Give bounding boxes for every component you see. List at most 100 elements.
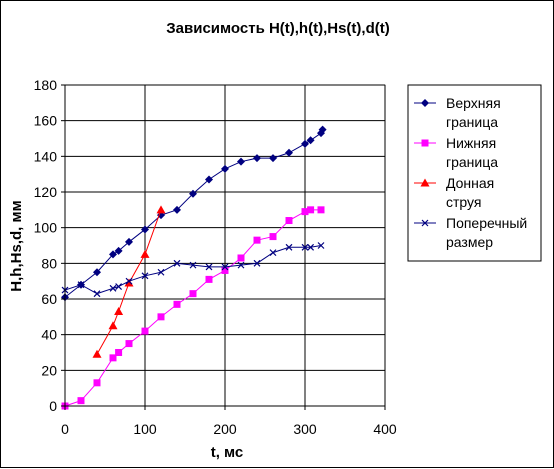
y-tick-label: 180 xyxy=(34,77,58,93)
data-point xyxy=(173,259,181,267)
data-point xyxy=(253,236,261,244)
data-point xyxy=(285,148,293,157)
data-point xyxy=(221,263,229,271)
data-point xyxy=(205,263,213,271)
x-tick-label: 0 xyxy=(61,421,69,437)
data-point xyxy=(269,233,277,241)
data-point xyxy=(307,243,315,251)
data-point xyxy=(301,208,309,216)
data-point xyxy=(285,243,293,251)
y-tick-label: 120 xyxy=(34,184,58,200)
x-tick-label: 400 xyxy=(373,421,397,437)
legend-label: Донная xyxy=(446,175,494,191)
data-point xyxy=(285,217,293,225)
data-point xyxy=(93,290,101,298)
series-3 xyxy=(92,205,166,358)
axis-ticks: 0 20 40 60 80 100 120 140 160 180 0 100 200 300 400 xyxy=(34,77,397,437)
data-point xyxy=(125,237,133,246)
series-layer xyxy=(61,125,327,410)
data-point xyxy=(115,349,123,356)
data-point xyxy=(114,306,124,315)
y-tick-label: 100 xyxy=(34,220,58,236)
data-point xyxy=(301,139,309,148)
legend-label: струя xyxy=(446,194,481,210)
y-axis-label: H,h,Hs,d, мм xyxy=(8,200,25,291)
data-point xyxy=(125,340,133,348)
data-point xyxy=(301,243,309,251)
data-point xyxy=(109,250,117,259)
series-1 xyxy=(61,125,327,302)
gridlines xyxy=(65,84,386,406)
data-point xyxy=(114,246,123,255)
legend-marker xyxy=(420,178,430,187)
legend-item: Донная струя xyxy=(414,175,494,210)
y-tick-label: 160 xyxy=(34,113,58,129)
data-point xyxy=(221,266,229,274)
legend-items: Верхняя граница Нижняя граница Донная струя По… xyxy=(414,95,527,250)
data-point xyxy=(237,254,245,262)
legend-marker xyxy=(421,99,429,107)
legend-marker xyxy=(421,139,429,147)
legend-label: Верхняя xyxy=(446,95,501,111)
legend-box xyxy=(407,84,542,262)
chart-title: Зависимость H(t),h(t),Hs(t),d(t) xyxy=(166,20,389,37)
data-point xyxy=(205,175,213,184)
data-point xyxy=(253,259,261,267)
data-point xyxy=(125,277,133,285)
data-point xyxy=(205,275,213,283)
data-point xyxy=(141,327,149,335)
data-point xyxy=(157,313,165,321)
data-point xyxy=(109,354,117,362)
data-point xyxy=(140,249,150,258)
legend-label: граница xyxy=(446,114,498,130)
legend-item: Верхняя граница xyxy=(414,95,501,130)
data-point xyxy=(269,249,277,257)
data-point xyxy=(307,206,315,214)
y-tick-label: 60 xyxy=(41,291,57,307)
data-point xyxy=(221,164,229,173)
data-point xyxy=(92,349,102,358)
data-point xyxy=(77,397,85,405)
y-tick-label: 20 xyxy=(41,362,57,378)
y-tick-label: 80 xyxy=(41,255,57,271)
data-point xyxy=(173,300,181,308)
data-point xyxy=(269,154,277,163)
data-point xyxy=(317,206,325,214)
y-tick-label: 0 xyxy=(49,398,57,414)
x-tick-label: 200 xyxy=(213,421,237,437)
data-point xyxy=(141,272,149,280)
y-tick-label: 140 xyxy=(34,148,58,164)
data-point xyxy=(141,225,149,234)
legend-label: граница xyxy=(446,154,498,170)
data-point xyxy=(189,261,197,269)
data-point xyxy=(237,157,245,166)
data-point xyxy=(157,268,165,276)
legend-marker xyxy=(421,219,429,227)
data-point xyxy=(189,290,197,298)
data-point xyxy=(93,268,101,277)
data-point xyxy=(189,189,197,198)
data-point xyxy=(115,283,123,290)
data-point xyxy=(253,154,261,163)
x-tick-label: 100 xyxy=(133,421,157,437)
legend-label: Нижняя xyxy=(446,135,496,151)
y-tick-label: 40 xyxy=(41,327,57,343)
series-2 xyxy=(61,206,325,410)
data-point xyxy=(156,205,166,214)
x-tick-label: 300 xyxy=(293,421,317,437)
series-4 xyxy=(61,242,325,298)
data-point xyxy=(124,278,134,287)
data-point xyxy=(173,205,181,214)
series-line xyxy=(96,209,162,355)
data-point xyxy=(318,125,327,134)
data-point xyxy=(237,261,245,269)
data-point xyxy=(93,379,101,387)
legend-label: Поперечный xyxy=(446,215,527,231)
legend: Верхняя граница Нижняя граница Донная струя По… xyxy=(407,84,542,262)
data-point xyxy=(108,321,118,330)
legend-label: размер xyxy=(446,234,493,250)
x-axis-label: t, мс xyxy=(211,444,244,461)
legend-item: Поперечный размер xyxy=(414,215,527,250)
